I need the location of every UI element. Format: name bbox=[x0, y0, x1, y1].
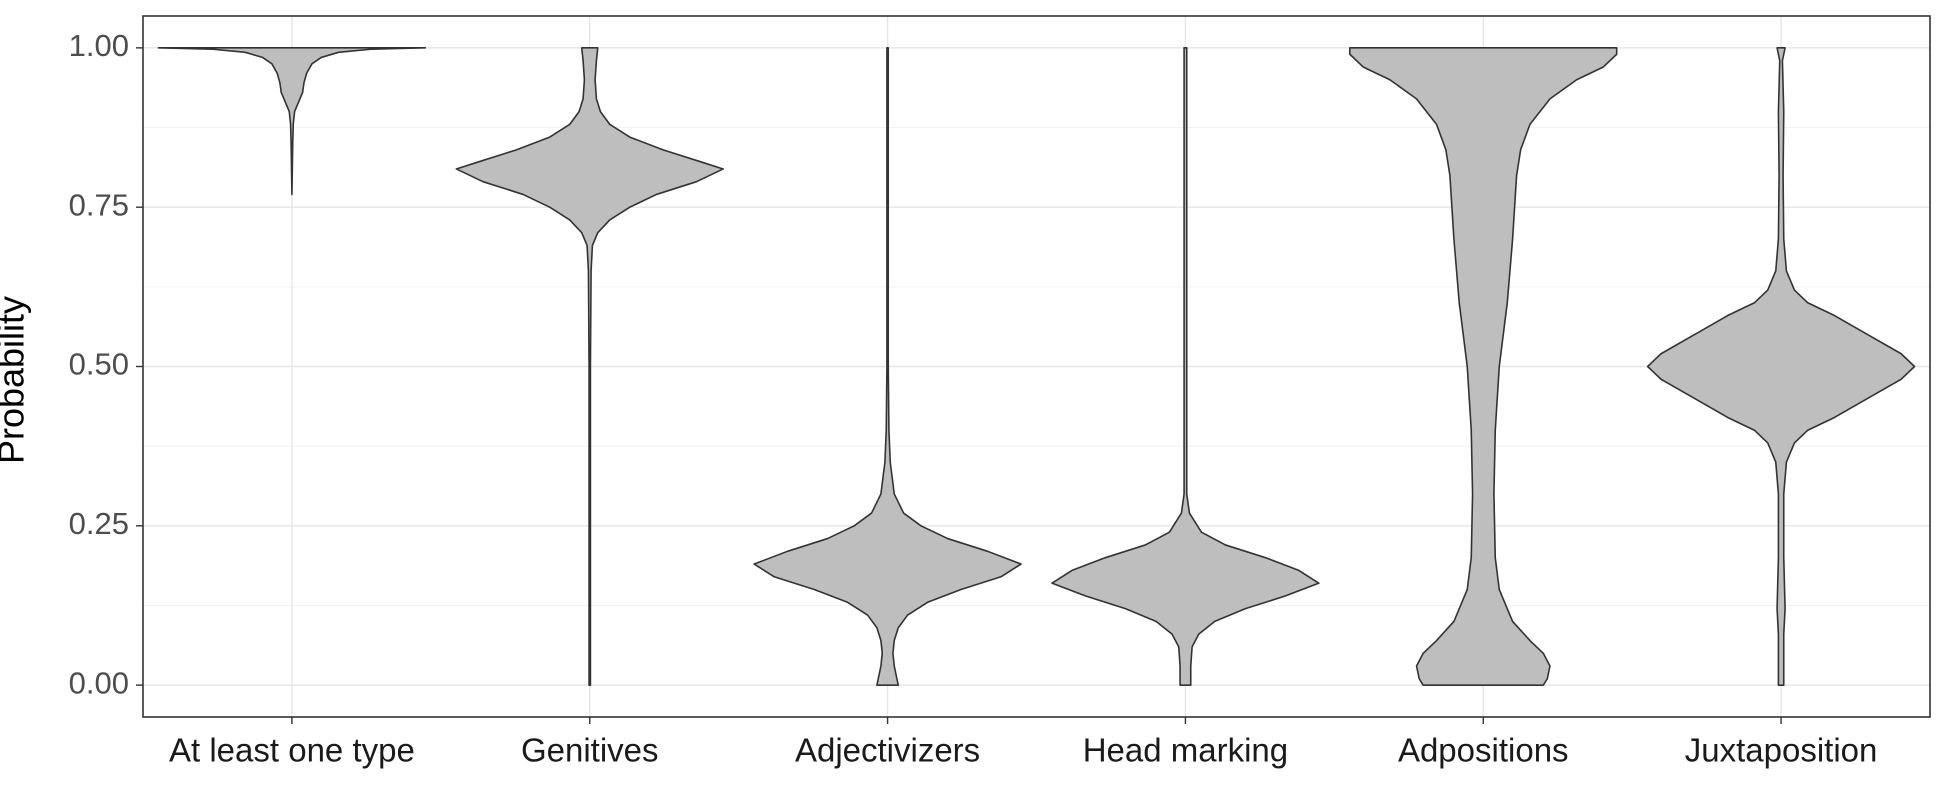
y-axis-title: Probability bbox=[0, 296, 32, 464]
violin bbox=[1349, 47, 1618, 686]
x-tick-label: At least one type bbox=[169, 732, 415, 769]
x-tick-label: Adjectivizers bbox=[795, 732, 980, 769]
y-tick-label: 0.50 bbox=[69, 347, 129, 382]
panel-border bbox=[142, 15, 1931, 718]
violin bbox=[1646, 47, 1916, 686]
x-tick-label: Genitives bbox=[521, 732, 659, 769]
x-tick-label: Head marking bbox=[1083, 732, 1288, 769]
violin bbox=[455, 47, 724, 686]
y-tick-label: 1.00 bbox=[69, 28, 129, 63]
violin bbox=[157, 47, 427, 196]
y-tick-label: 0.75 bbox=[69, 187, 129, 222]
x-tick-label: Adpositions bbox=[1398, 732, 1569, 769]
y-tick-label: 0.25 bbox=[69, 506, 129, 541]
violin bbox=[753, 47, 1022, 686]
violin bbox=[1051, 47, 1320, 686]
x-tick-label: Juxtaposition bbox=[1685, 732, 1878, 769]
y-tick-label: 0.00 bbox=[69, 665, 129, 700]
